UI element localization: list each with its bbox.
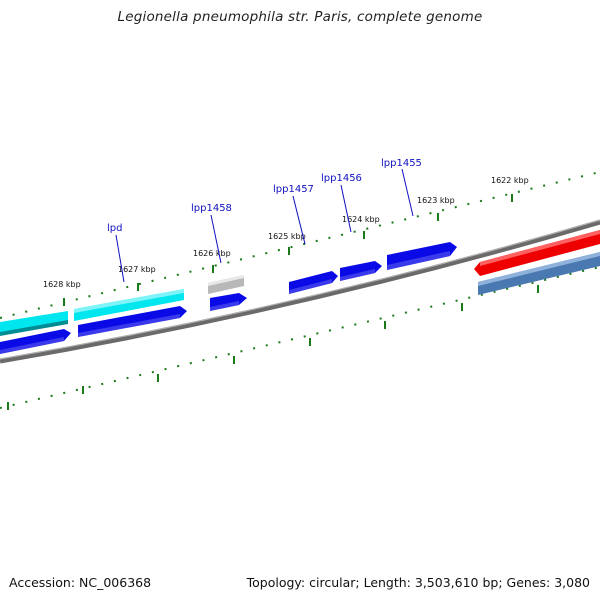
map-title: Legionella pneumophila str. Paris, compl… xyxy=(117,9,483,25)
gene-red xyxy=(474,230,600,276)
tick-label: 1625 kbp xyxy=(268,232,306,241)
gene-label-lpd: lpd xyxy=(107,223,122,234)
genome-backbone-highlight xyxy=(0,219,600,360)
gene-blue-cds xyxy=(0,242,457,354)
gene-label-lpp1455: lpp1455 xyxy=(381,158,422,169)
gene-label-lpp1457: lpp1457 xyxy=(273,184,314,195)
accession-text: Accession: NC_006368 xyxy=(9,575,152,590)
topology-text: Topology: circular; Length: 3,503,610 bp… xyxy=(246,575,590,590)
gene-cyan-1 xyxy=(0,311,68,336)
gene-steel-blue xyxy=(478,252,600,295)
gene-cyan-lpd xyxy=(74,289,184,321)
tick-label: 1628 kbp xyxy=(43,280,81,289)
inner-major-ticks xyxy=(7,285,539,410)
gene-grey-lpp1458 xyxy=(208,275,244,294)
tick-label: 1623 kbp xyxy=(417,196,455,205)
gene-leader-lines xyxy=(115,168,414,283)
tick-label: 1622 kbp xyxy=(491,176,529,185)
gene-label-lpp1456: lpp1456 xyxy=(321,173,362,184)
outer-major-ticks xyxy=(63,194,513,306)
gene-blue-cds-shadow xyxy=(0,251,450,354)
tick-label: 1624 kbp xyxy=(342,215,380,224)
gene-label-lpp1458: lpp1458 xyxy=(191,203,232,214)
tick-label: 1626 kbp xyxy=(193,249,231,258)
tick-label: 1627 kbp xyxy=(118,265,156,274)
genome-backbone xyxy=(0,219,600,364)
